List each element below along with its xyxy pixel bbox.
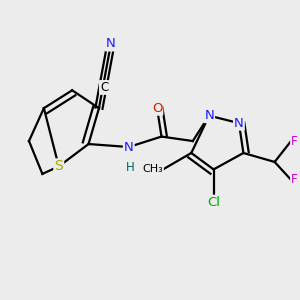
Text: H: H bbox=[126, 161, 135, 174]
Text: CH₃: CH₃ bbox=[142, 164, 163, 174]
Text: O: O bbox=[152, 102, 162, 115]
Text: Cl: Cl bbox=[207, 196, 220, 209]
Text: N: N bbox=[204, 109, 214, 122]
Text: N: N bbox=[124, 140, 134, 154]
Text: N: N bbox=[106, 38, 116, 50]
Text: N: N bbox=[234, 117, 244, 130]
Text: C: C bbox=[100, 81, 108, 94]
Text: F: F bbox=[291, 134, 298, 148]
Text: S: S bbox=[54, 159, 63, 173]
Text: F: F bbox=[291, 173, 298, 186]
